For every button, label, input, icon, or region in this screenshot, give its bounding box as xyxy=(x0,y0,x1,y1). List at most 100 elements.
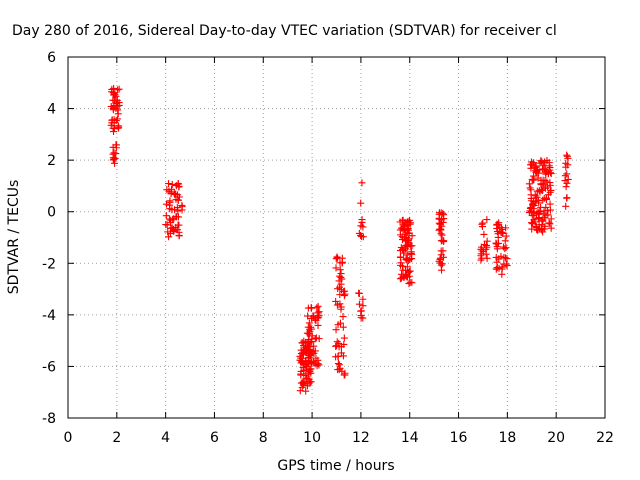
data-point xyxy=(303,329,311,337)
data-point xyxy=(174,179,182,187)
data-point xyxy=(498,270,506,278)
data-point xyxy=(479,248,487,256)
data-point xyxy=(502,254,510,262)
data-point xyxy=(403,243,411,251)
data-point xyxy=(406,267,414,275)
data-point xyxy=(536,188,544,196)
data-point xyxy=(503,262,511,270)
data-point xyxy=(493,221,501,229)
data-point xyxy=(526,184,534,192)
data-point xyxy=(340,371,348,379)
data-point xyxy=(340,292,348,300)
data-point xyxy=(169,225,177,233)
data-point xyxy=(357,232,365,240)
data-point xyxy=(163,221,171,229)
data-point xyxy=(546,220,554,228)
data-point xyxy=(339,313,347,321)
data-point xyxy=(309,312,317,320)
data-point xyxy=(530,176,538,184)
data-point xyxy=(311,335,319,343)
data-point xyxy=(335,361,343,369)
y-tick-label: 0 xyxy=(47,205,56,221)
data-point xyxy=(165,180,173,188)
data-point xyxy=(502,244,510,252)
data-point xyxy=(339,352,347,360)
data-point xyxy=(531,167,539,175)
data-point xyxy=(307,338,315,346)
data-point xyxy=(403,273,411,281)
data-point xyxy=(537,181,545,189)
data-point xyxy=(306,351,314,359)
data-point xyxy=(310,357,318,365)
data-point xyxy=(114,110,122,118)
x-tick-label: 14 xyxy=(401,430,419,446)
data-point xyxy=(544,183,552,191)
data-point xyxy=(532,197,540,205)
data-point xyxy=(334,321,342,329)
data-point xyxy=(339,323,347,331)
data-point xyxy=(162,200,170,208)
x-tick-label: 6 xyxy=(210,430,219,446)
y-tick-label: -8 xyxy=(42,411,56,427)
data-point xyxy=(178,203,186,211)
data-point xyxy=(334,352,342,360)
data-point xyxy=(402,233,410,241)
data-point xyxy=(398,270,406,278)
data-point xyxy=(304,358,312,366)
data-point xyxy=(547,224,555,232)
data-point xyxy=(355,289,363,297)
data-point xyxy=(333,253,341,261)
data-point xyxy=(357,199,365,207)
data-point xyxy=(541,177,549,185)
y-axis-label: SDTVAR / TECUs xyxy=(6,180,22,295)
data-point xyxy=(304,339,312,347)
data-point xyxy=(175,221,183,229)
data-point xyxy=(168,180,176,188)
data-point xyxy=(359,223,367,231)
data-point xyxy=(336,283,344,291)
data-point xyxy=(403,263,411,271)
x-tick-label: 8 xyxy=(259,430,268,446)
x-tick-label: 20 xyxy=(547,430,565,446)
plot-frame xyxy=(67,56,606,419)
data-point xyxy=(340,340,348,348)
data-point xyxy=(502,224,510,232)
data-point xyxy=(543,156,551,164)
data-point xyxy=(544,211,552,219)
data-point xyxy=(358,179,366,187)
chart-title: Day 280 of 2016, Sidereal Day-to-day VTE… xyxy=(12,23,557,39)
data-point xyxy=(494,230,502,238)
data-point xyxy=(483,216,491,224)
data-point xyxy=(338,275,346,283)
data-point xyxy=(436,259,444,267)
data-point xyxy=(435,226,443,234)
y-tick-label: 4 xyxy=(47,102,56,118)
data-point xyxy=(338,258,346,266)
data-point xyxy=(528,211,536,219)
data-point xyxy=(405,257,413,265)
data-point xyxy=(333,301,341,309)
data-point xyxy=(537,224,545,232)
data-point xyxy=(525,180,533,188)
data-point xyxy=(167,190,175,198)
data-point xyxy=(175,232,183,240)
data-point xyxy=(110,155,118,163)
data-point xyxy=(562,202,570,210)
data-point xyxy=(359,302,367,310)
data-point xyxy=(403,251,411,259)
data-point xyxy=(546,200,554,208)
data-point xyxy=(542,194,550,202)
data-point xyxy=(314,360,322,368)
x-tick-label: 10 xyxy=(303,430,321,446)
data-point xyxy=(535,221,543,229)
data-point xyxy=(115,85,123,93)
x-tick-label: 4 xyxy=(161,430,170,446)
data-point xyxy=(542,203,550,211)
x-tick-label: 18 xyxy=(498,430,516,446)
data-point xyxy=(563,194,571,202)
data-point xyxy=(406,278,414,286)
y-tick-label: 2 xyxy=(47,153,56,169)
data-point xyxy=(355,300,363,308)
data-point xyxy=(166,197,174,205)
data-point xyxy=(546,206,554,214)
